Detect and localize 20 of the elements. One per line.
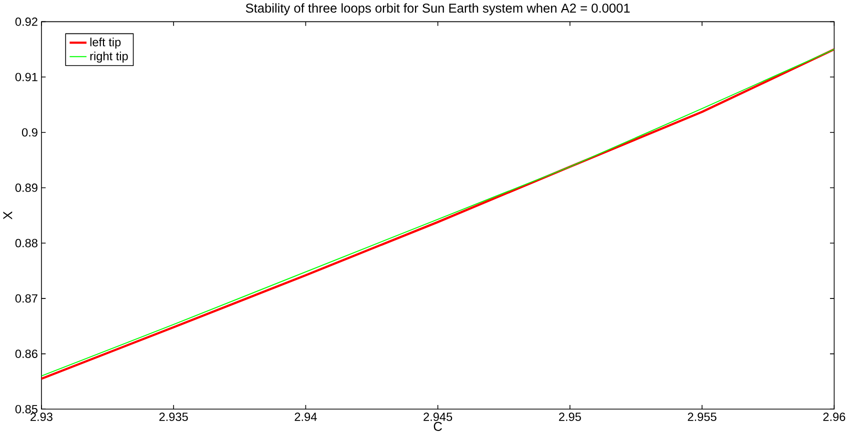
x-tick-label: 2.93 — [30, 412, 52, 421]
x-tick-label: 2.96 — [823, 412, 846, 421]
y-tick-label: 0.85 — [15, 404, 38, 414]
y-tick-label: 0.92 — [15, 17, 38, 26]
y-tick-label: 0.86 — [15, 350, 38, 358]
y-tick-label: 0.9 — [22, 128, 38, 136]
x-tick-label: 2.945 — [424, 412, 452, 421]
x-tick-label: 2.94 — [294, 412, 317, 421]
x-tick-label: 2.955 — [688, 412, 716, 421]
legend-label: left tip — [90, 38, 121, 49]
x-tick-label: 2.935 — [159, 412, 188, 421]
legend-label: right tip — [90, 52, 128, 63]
x-axis-title: C — [434, 422, 442, 431]
y-tick-label: 0.88 — [15, 238, 38, 248]
y-axis-title: X — [3, 211, 12, 220]
y-tick-label: 0.87 — [15, 294, 38, 303]
y-tick-label: 0.91 — [15, 72, 38, 82]
x-tick-label: 2.95 — [559, 412, 581, 421]
y-tick-label: 0.89 — [15, 183, 38, 192]
chart-title: Stability of three loops orbit for Sun Earth system when A2 = 0.0001 — [246, 3, 630, 16]
